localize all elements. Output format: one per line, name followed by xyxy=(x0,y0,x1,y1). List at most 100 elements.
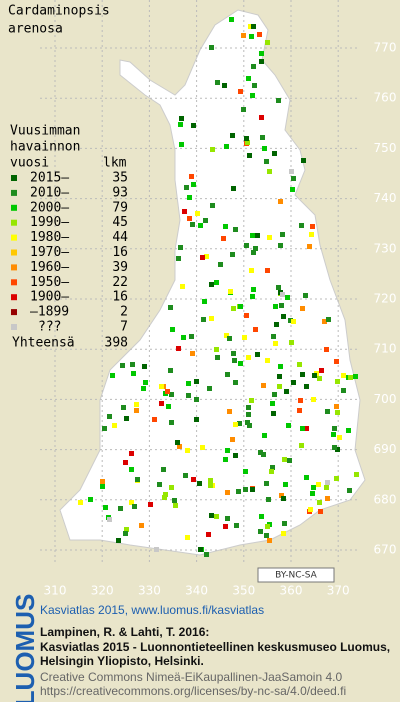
observation xyxy=(152,417,157,422)
observation xyxy=(312,373,317,378)
observation xyxy=(265,40,270,45)
observation xyxy=(324,347,329,352)
observation xyxy=(300,372,305,377)
legend-label: 2000– xyxy=(30,200,69,215)
observation xyxy=(200,255,205,260)
observation xyxy=(224,333,229,338)
observation xyxy=(341,373,346,378)
observation xyxy=(195,211,200,216)
observation xyxy=(189,174,194,179)
x-label: 370 xyxy=(327,584,350,598)
legend-label: 1990– xyxy=(30,215,69,230)
observation xyxy=(250,93,255,98)
observation xyxy=(118,506,123,511)
observation xyxy=(181,335,186,340)
observation xyxy=(178,245,183,250)
observation xyxy=(215,80,220,85)
observation xyxy=(231,351,236,356)
observation xyxy=(277,374,282,379)
observation xyxy=(123,531,128,536)
legend-count: 2 xyxy=(120,305,128,320)
observation xyxy=(335,447,340,452)
observation xyxy=(334,359,339,364)
observation xyxy=(190,222,195,227)
observation xyxy=(307,244,312,249)
observation xyxy=(297,362,302,367)
legend-heading: vuosi xyxy=(10,156,49,171)
observation xyxy=(332,445,337,450)
legend-label: 1970– xyxy=(30,245,69,260)
observation xyxy=(289,340,294,345)
observation xyxy=(148,502,153,507)
observation xyxy=(214,347,219,352)
observation xyxy=(274,322,279,327)
observation xyxy=(283,482,288,487)
observation xyxy=(325,480,330,485)
observation xyxy=(341,388,346,393)
observation xyxy=(287,458,292,463)
observation xyxy=(159,384,164,389)
observation xyxy=(134,408,139,413)
observation xyxy=(225,372,230,377)
observation xyxy=(299,443,304,448)
observation xyxy=(249,398,254,403)
observation xyxy=(142,364,147,369)
x-label: 330 xyxy=(138,584,161,598)
observation xyxy=(260,135,265,140)
y-label: 740 xyxy=(374,191,397,205)
legend-count: 7 xyxy=(120,320,128,335)
observation xyxy=(245,140,250,145)
observation xyxy=(246,355,251,360)
headline: Kasviatlas 2015, www.luomus.fi/kasviatla… xyxy=(40,603,264,617)
observation xyxy=(209,513,214,518)
observation xyxy=(207,386,212,391)
observation xyxy=(253,327,258,332)
observation xyxy=(129,451,134,456)
observation xyxy=(250,233,255,238)
observation xyxy=(282,457,287,462)
observation xyxy=(198,547,203,552)
observation xyxy=(308,507,313,512)
total-count: 398 xyxy=(105,335,128,350)
observation xyxy=(334,404,339,409)
observation xyxy=(132,504,137,509)
legend: Cardaminopsis arenosa Vuusimmanhavainnonvu… xyxy=(8,4,128,351)
observation xyxy=(331,432,336,437)
observation xyxy=(251,250,256,255)
observation xyxy=(335,410,340,415)
observation xyxy=(267,538,272,543)
observation xyxy=(291,380,296,385)
observation xyxy=(319,368,324,373)
legend-swatch xyxy=(11,264,17,271)
legend-swatch xyxy=(11,324,17,330)
observation xyxy=(135,477,140,482)
license-badge xyxy=(257,567,335,583)
observation xyxy=(273,304,278,309)
observation xyxy=(182,209,187,214)
observation xyxy=(124,416,129,421)
observation xyxy=(353,374,358,379)
observation xyxy=(251,24,256,29)
observation xyxy=(130,362,135,367)
y-label: 690 xyxy=(374,442,397,456)
observation xyxy=(280,232,285,237)
observation xyxy=(250,487,255,492)
observation xyxy=(189,334,194,339)
observation xyxy=(291,176,296,181)
observation xyxy=(186,381,191,386)
observation xyxy=(246,405,251,410)
total-label: Yhteensä xyxy=(12,335,75,350)
y-label: 680 xyxy=(374,492,397,506)
observation xyxy=(190,351,195,356)
observation xyxy=(210,203,215,208)
legend-count: 39 xyxy=(112,260,128,275)
observation xyxy=(311,485,316,490)
observation xyxy=(225,516,230,521)
legend-swatch xyxy=(11,204,17,211)
legend-swatch xyxy=(11,189,17,196)
observation xyxy=(289,169,294,174)
observation xyxy=(222,83,227,88)
observation xyxy=(100,479,105,484)
observation xyxy=(227,336,232,341)
observation xyxy=(264,481,269,486)
